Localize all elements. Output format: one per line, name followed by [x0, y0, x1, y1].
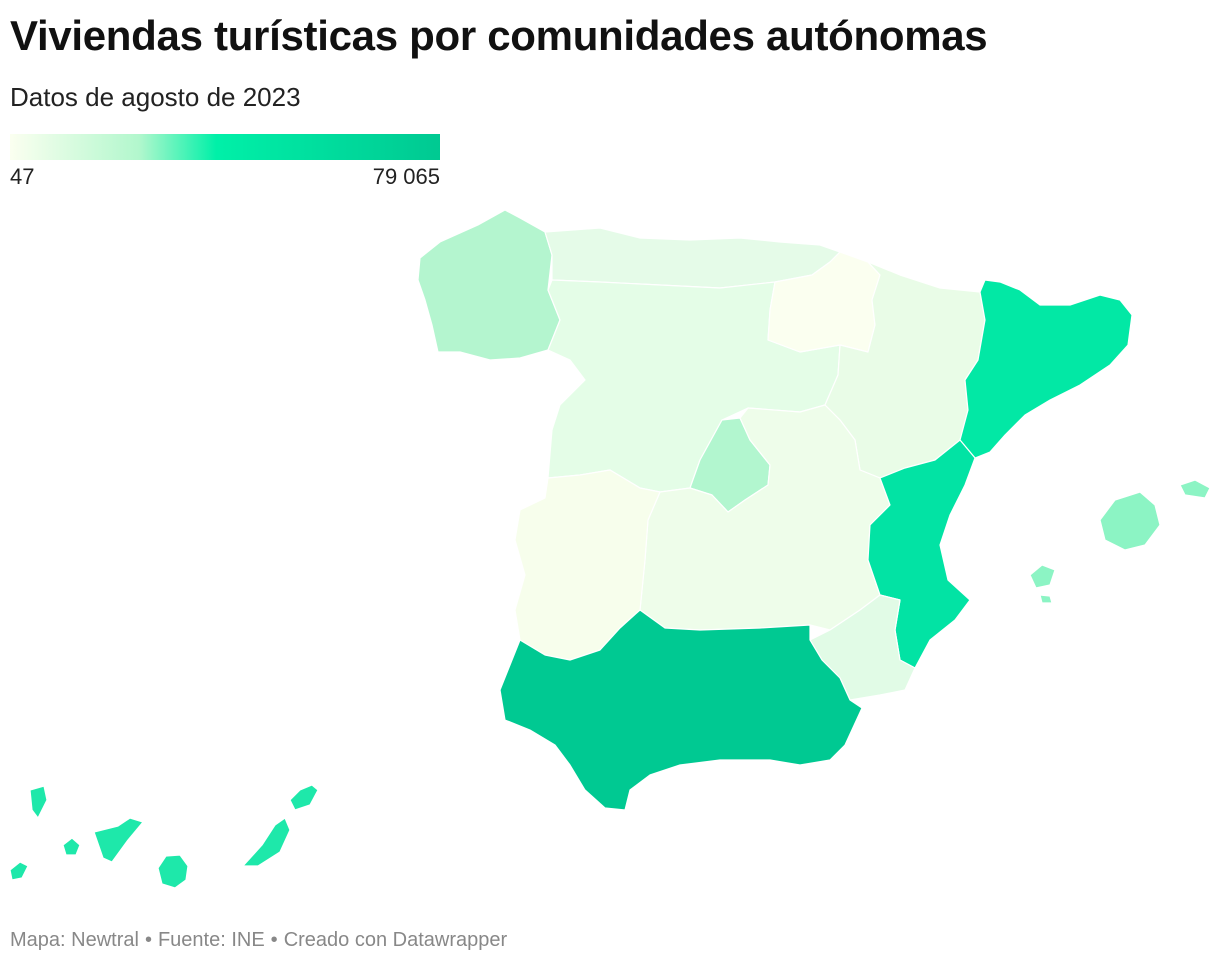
footer-credits: Mapa: Newtral • Fuente: INE • Creado con Dat… [10, 929, 507, 952]
region-andalucia[interactable] [499, 609, 863, 811]
region-baleares-formentera[interactable] [1039, 594, 1053, 604]
region-baleares-mallorca[interactable] [1099, 491, 1161, 551]
footer-tool-credit: Creado con Datawrapper [283, 929, 508, 951]
region-canarias-fuerteventura[interactable] [242, 817, 291, 867]
region-canarias-tenerife[interactable] [93, 817, 144, 863]
legend-labels: 47 79 065 [10, 160, 440, 189]
footer-separator: • [144, 929, 152, 951]
region-canarias-lanzarote[interactable] [289, 784, 319, 811]
region-baleares-menorca[interactable] [1179, 479, 1211, 499]
legend-max-label: 79 065 [372, 164, 440, 189]
region-cataluna[interactable] [959, 279, 1133, 459]
chart-subtitle: Datos de agosto de 2023 [10, 82, 301, 112]
footer-map-credit: Mapa: Newtral [10, 929, 139, 951]
region-canarias-gran-canaria[interactable] [157, 854, 189, 889]
legend-gradient-bar [10, 134, 440, 160]
legend-min-label: 47 [10, 164, 35, 189]
region-baleares-ibiza[interactable] [1029, 564, 1056, 589]
footer-source: Fuente: INE [157, 929, 265, 951]
region-canarias-el-hierro[interactable] [9, 861, 29, 881]
region-galicia[interactable] [417, 209, 561, 361]
footer-separator: • [270, 929, 278, 951]
region-canarias-la-palma[interactable] [29, 785, 48, 819]
chart-title: Viviendas turísticas por comunidades aut… [10, 12, 988, 59]
region-canarias-la-gomera[interactable] [62, 837, 81, 856]
color-legend: 47 79 065 [10, 134, 440, 189]
